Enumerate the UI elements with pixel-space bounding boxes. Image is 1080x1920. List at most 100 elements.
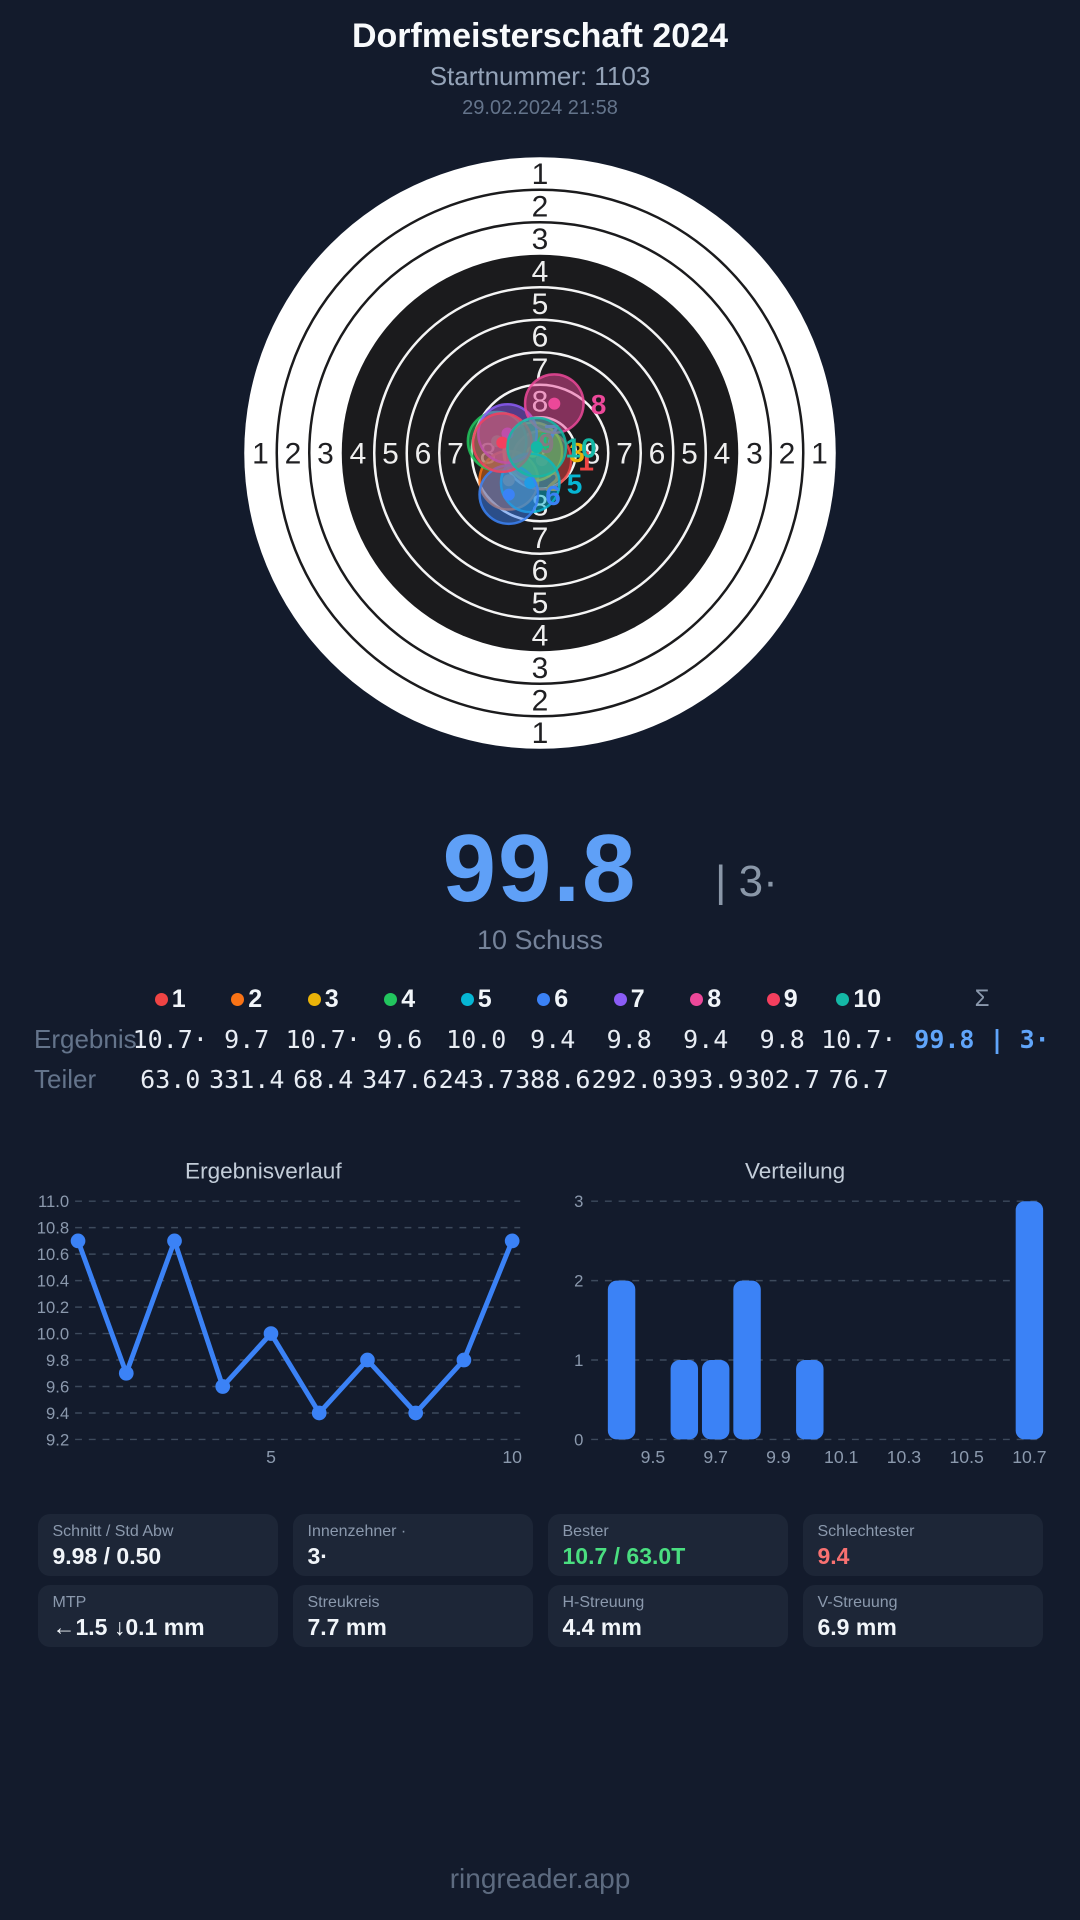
stat-value: 10.7 / 63.0T bbox=[562, 1543, 686, 1569]
ring-label: 6 bbox=[415, 438, 432, 471]
y-axis-tick: 9.4 bbox=[46, 1404, 69, 1423]
y-axis-tick: 10.4 bbox=[37, 1271, 69, 1290]
stat-label: Bester bbox=[562, 1523, 609, 1540]
stat-label: Schlechtester bbox=[817, 1523, 915, 1540]
ring-label: 6 bbox=[649, 438, 666, 471]
shot-column-number: 4 bbox=[401, 984, 416, 1013]
shot-color-dot bbox=[613, 992, 627, 1006]
y-axis-tick: 10.2 bbox=[37, 1298, 69, 1317]
shot-marker: 10 bbox=[506, 416, 597, 478]
shot-marker: 6 bbox=[478, 464, 561, 526]
shot-color-dot bbox=[231, 992, 245, 1006]
shot-column-header: 1 bbox=[132, 979, 209, 1019]
ring-label: 5 bbox=[532, 587, 549, 620]
shot-column-header: 4 bbox=[362, 979, 439, 1019]
chart-title: Verteilung bbox=[745, 1159, 845, 1184]
ring-label: 2 bbox=[285, 438, 302, 471]
teiler-value: 388.6 bbox=[515, 1064, 591, 1094]
data-point bbox=[263, 1326, 279, 1341]
x-axis-tick: 9.9 bbox=[766, 1447, 791, 1467]
stat-label: Schnitt / Std Abw bbox=[52, 1523, 174, 1540]
ring-label: 3 bbox=[532, 223, 549, 256]
shot-count-label: 10 Schuss bbox=[476, 925, 604, 955]
shot-column-number: 9 bbox=[783, 984, 798, 1013]
y-axis-tick: 0 bbox=[574, 1430, 583, 1449]
stat-card: Streukreis 7.7 mm bbox=[292, 1585, 533, 1647]
teiler-value: 68.4 bbox=[293, 1064, 354, 1094]
shot-column-number: 2 bbox=[248, 984, 263, 1013]
shot-color-dot bbox=[537, 992, 551, 1006]
y-axis-tick: 1 bbox=[574, 1351, 583, 1370]
x-axis-tick: 10.3 bbox=[887, 1447, 922, 1467]
ergebnis-value: 10.7· bbox=[821, 1024, 897, 1054]
y-axis-tick: 10.6 bbox=[37, 1245, 69, 1264]
inner-tens-badge: | 3· bbox=[715, 857, 778, 906]
shot-number-label: 3 bbox=[569, 437, 585, 468]
stat-card: Schlechtester 9.4 bbox=[802, 1514, 1043, 1576]
shot-number-label: 5 bbox=[567, 468, 583, 499]
shot-number-label: 6 bbox=[545, 480, 561, 511]
ring-label: 1 bbox=[532, 158, 549, 191]
shot-column-header: 6 bbox=[515, 979, 592, 1019]
shot-column-number: 8 bbox=[707, 984, 722, 1013]
y-axis-tick: 9.8 bbox=[46, 1351, 69, 1370]
teiler-value: 63.0 bbox=[140, 1064, 201, 1094]
x-axis-tick: 9.7 bbox=[703, 1447, 728, 1467]
ring-label: 3 bbox=[532, 652, 549, 685]
teiler-row-label: Teiler bbox=[34, 1063, 97, 1094]
stat-label: V-Streuung bbox=[817, 1594, 898, 1611]
teiler-value: 76.7 bbox=[828, 1064, 889, 1094]
shot-color-dot bbox=[384, 992, 398, 1006]
brand-footer: ringreader.app bbox=[449, 1863, 631, 1894]
ring-label: 1 bbox=[811, 438, 828, 471]
ergebnis-value: 9.7 bbox=[224, 1024, 270, 1054]
shot-number-label: 8 bbox=[591, 389, 607, 420]
stat-value: 3· bbox=[307, 1543, 328, 1569]
data-point bbox=[215, 1379, 231, 1394]
ring-label: 5 bbox=[532, 288, 549, 321]
ring-label: 5 bbox=[681, 438, 698, 471]
histogram-bar bbox=[796, 1360, 824, 1440]
x-axis-tick: 10.5 bbox=[950, 1447, 985, 1467]
ergebnis-value: 10.7· bbox=[285, 1024, 361, 1054]
ring-label: 7 bbox=[532, 522, 549, 555]
shot-column-header: 8 bbox=[668, 979, 745, 1019]
teiler-value: 243.7 bbox=[438, 1064, 514, 1094]
shot-column-number: 5 bbox=[477, 984, 492, 1013]
stats-grid: Schnitt / Std Abw 9.98 / 0.50 Innenzehner … bbox=[37, 1514, 1043, 1647]
table-corner bbox=[20, 979, 132, 1019]
ergebnis-value: 9.8 bbox=[606, 1024, 652, 1054]
ergebnis-value: 9.4 bbox=[530, 1024, 576, 1054]
ring-label: 6 bbox=[532, 555, 549, 588]
ergebnis-value: 9.4 bbox=[683, 1024, 729, 1054]
shot-column-header: 7 bbox=[591, 979, 668, 1019]
data-point bbox=[360, 1352, 375, 1368]
data-point bbox=[167, 1233, 182, 1249]
report-header: Dorfmeisterschaft 2024 Startnummer: 1103… bbox=[0, 0, 1080, 122]
ring-label: 2 bbox=[532, 191, 549, 224]
shot-column-header: 2 bbox=[209, 979, 286, 1019]
stat-value: 7.7 mm bbox=[307, 1614, 387, 1640]
stat-value: ←1.5 ↓0.1 mm bbox=[52, 1614, 205, 1640]
score-section: 99.8 | 3· 10 Schuss bbox=[0, 819, 1080, 959]
shot-color-dot bbox=[154, 992, 168, 1006]
teiler-value: 302.7 bbox=[744, 1064, 820, 1094]
ergebnis-row-label: Ergebnis bbox=[34, 1023, 137, 1054]
shot-column-number: 3 bbox=[324, 984, 339, 1013]
x-axis-tick: 10.7 bbox=[1012, 1447, 1046, 1467]
y-axis-tick: 9.6 bbox=[46, 1377, 69, 1396]
start-number: Startnummer: 1103 bbox=[429, 61, 651, 91]
stat-card: Schnitt / Std Abw 9.98 / 0.50 bbox=[37, 1514, 278, 1576]
ergebnis-value: 9.6 bbox=[377, 1024, 423, 1054]
page-title: Dorfmeisterschaft 2024 bbox=[351, 17, 729, 55]
data-point bbox=[70, 1233, 86, 1249]
histogram-bar bbox=[670, 1360, 699, 1440]
stat-label: MTP bbox=[52, 1594, 87, 1611]
shot-column-header: 10 bbox=[821, 979, 898, 1019]
verteilung-chart: Verteilung 3 2 1 0 9.5 9.7 9.9 10.1 10.3 10.5 10.7 bbox=[574, 1159, 1047, 1467]
data-point bbox=[456, 1352, 472, 1368]
teiler-value: 393.9 bbox=[668, 1064, 744, 1094]
y-axis-tick: 2 bbox=[574, 1271, 583, 1290]
y-axis-tick: 10.0 bbox=[37, 1324, 69, 1343]
charts-row: Ergebnisverlauf 11.0 10.8 10.6 10.4 10.2 10.0 9… bbox=[30, 1146, 1050, 1476]
